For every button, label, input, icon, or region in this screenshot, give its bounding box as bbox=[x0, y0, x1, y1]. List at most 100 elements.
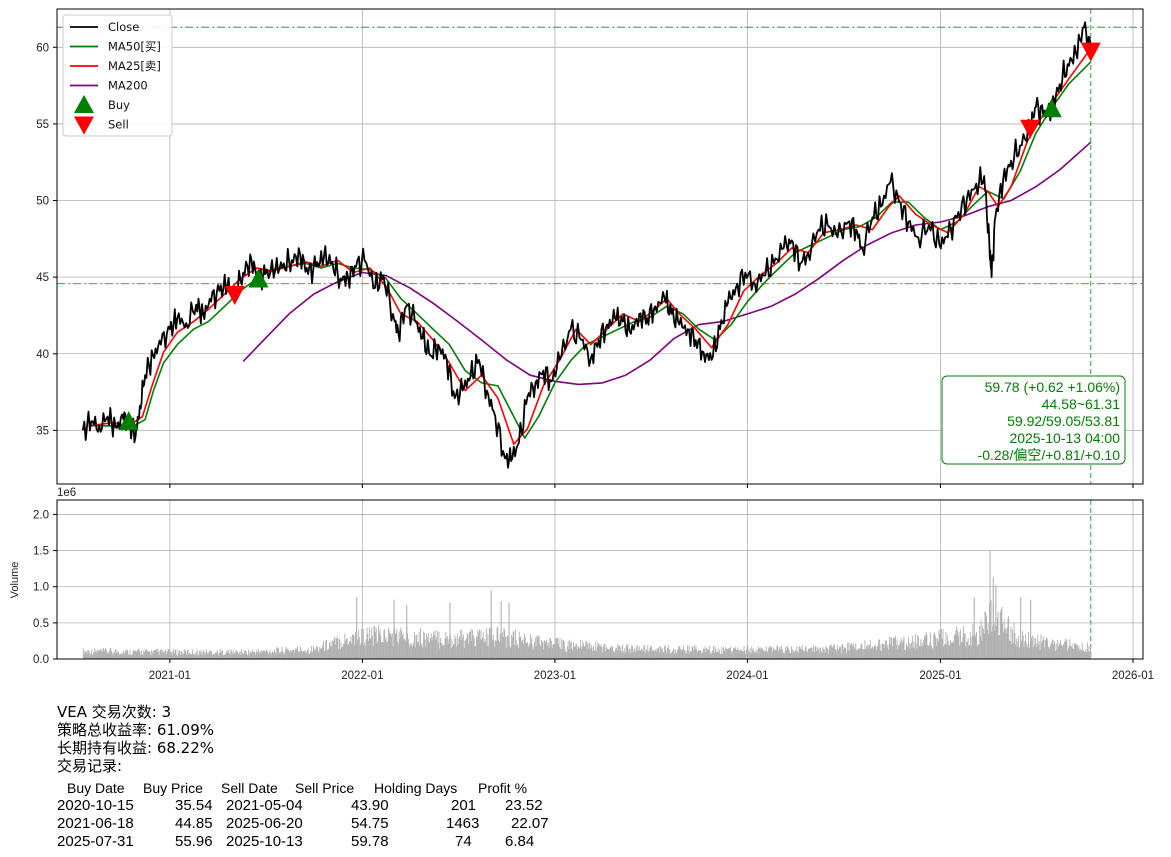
volume-bar bbox=[1028, 648, 1030, 659]
volume-bar bbox=[913, 641, 915, 659]
info-date-line: 2025-10-13 04:00 bbox=[1009, 430, 1120, 446]
volume-bar bbox=[792, 652, 794, 659]
volume-bar bbox=[587, 648, 589, 659]
volume-bar bbox=[1077, 644, 1078, 659]
volume-bar bbox=[427, 633, 429, 659]
volume-bar bbox=[338, 649, 340, 659]
volume-bar bbox=[632, 652, 634, 659]
volume-bar bbox=[622, 644, 623, 659]
volume-bar bbox=[196, 649, 198, 659]
volume-bar bbox=[632, 646, 633, 659]
volume-bar bbox=[364, 642, 366, 659]
volume-bar bbox=[667, 648, 668, 659]
volume-bar bbox=[454, 635, 456, 659]
volume-bar bbox=[857, 650, 859, 659]
volume-bar bbox=[89, 654, 91, 659]
volume-bar bbox=[549, 637, 551, 659]
volume-bar bbox=[221, 650, 223, 659]
volume-bar bbox=[471, 640, 473, 659]
volume-bar bbox=[687, 650, 689, 659]
volume-bar bbox=[342, 644, 344, 659]
volume-bar bbox=[86, 650, 88, 659]
volume-bar bbox=[715, 649, 717, 659]
volume-bar bbox=[676, 653, 678, 659]
volume-bar bbox=[974, 636, 976, 659]
volume-bar bbox=[305, 653, 307, 659]
volume-bar bbox=[212, 655, 213, 659]
volume-bar bbox=[706, 648, 707, 659]
volume-bar bbox=[567, 641, 569, 659]
volume-bar bbox=[556, 638, 558, 659]
volume-bar bbox=[635, 652, 636, 659]
volume-bar bbox=[303, 650, 304, 659]
volume-bar bbox=[274, 652, 276, 659]
volume-bar bbox=[528, 644, 530, 659]
volume-bar bbox=[498, 640, 499, 659]
volume-bar bbox=[602, 652, 603, 659]
volume-bar bbox=[465, 640, 467, 659]
volume-bar bbox=[377, 640, 379, 659]
volume-bar bbox=[809, 648, 811, 659]
volume-bar bbox=[108, 651, 110, 659]
volume-bar bbox=[591, 647, 593, 659]
volume-bar bbox=[699, 651, 701, 659]
volume-bar bbox=[238, 654, 239, 659]
volume-bar bbox=[329, 642, 330, 659]
volume-bar bbox=[609, 647, 611, 659]
volume-bar bbox=[969, 645, 971, 659]
volume-bar bbox=[628, 651, 629, 659]
volume-bar bbox=[381, 642, 383, 659]
volume-bar bbox=[203, 651, 205, 659]
volume-bar bbox=[573, 642, 574, 659]
volume-bar bbox=[97, 649, 99, 659]
volume-bar bbox=[727, 649, 729, 659]
volume-bar bbox=[185, 650, 187, 659]
volume-bar bbox=[992, 626, 994, 659]
volume-y-tick-label: 0.5 bbox=[33, 618, 49, 630]
volume-bar bbox=[460, 640, 462, 659]
volume-bar bbox=[413, 642, 415, 659]
volume-bar bbox=[963, 633, 965, 659]
volume-bar bbox=[741, 650, 743, 659]
volume-bar bbox=[886, 647, 888, 659]
volume-bar bbox=[896, 639, 898, 659]
volume-bar bbox=[486, 646, 488, 659]
volume-bar bbox=[1077, 648, 1079, 659]
volume-bar bbox=[589, 642, 590, 659]
volume-bar bbox=[628, 648, 630, 659]
volume-bar bbox=[927, 645, 929, 659]
volume-bar bbox=[1048, 648, 1050, 659]
volume-bar bbox=[867, 648, 869, 659]
volume-bar bbox=[349, 641, 350, 659]
volume-bar bbox=[762, 651, 764, 659]
volume-bar bbox=[249, 651, 251, 659]
volume-bar bbox=[446, 636, 448, 659]
volume-bar bbox=[703, 649, 705, 659]
header-profit: Profit % bbox=[478, 780, 528, 796]
volume-bar bbox=[907, 646, 909, 659]
volume-x-tick-label: 2022-01 bbox=[341, 670, 383, 682]
volume-bar bbox=[378, 625, 379, 659]
volume-bar bbox=[293, 649, 295, 659]
volume-bar bbox=[797, 652, 799, 659]
volume-bar bbox=[583, 643, 584, 659]
volume-bar bbox=[690, 651, 692, 659]
volume-bar bbox=[224, 654, 226, 659]
volume-bar bbox=[469, 631, 471, 659]
volume-bar bbox=[568, 648, 570, 659]
volume-bar bbox=[662, 651, 664, 659]
volume-bar bbox=[468, 644, 470, 659]
volume-bar bbox=[218, 655, 220, 659]
volume-bar bbox=[100, 648, 102, 659]
volume-bar bbox=[933, 634, 935, 659]
volume-bar bbox=[111, 651, 112, 659]
volume-bar bbox=[742, 651, 743, 659]
volume-bar bbox=[430, 633, 432, 659]
volume-bar bbox=[374, 626, 376, 659]
volume-bar-peak bbox=[508, 602, 510, 659]
volume-bar bbox=[434, 630, 436, 659]
volume-bar bbox=[444, 639, 446, 659]
volume-bar bbox=[619, 650, 621, 659]
volume-bar bbox=[824, 652, 826, 659]
volume-bar bbox=[836, 644, 838, 659]
